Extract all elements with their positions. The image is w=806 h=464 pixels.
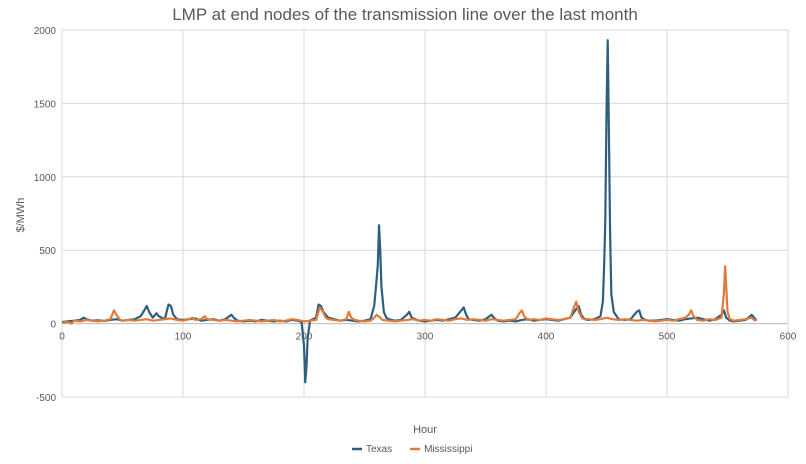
x-axis-title: Hour <box>413 424 437 436</box>
y-tick-label: 2000 <box>34 26 57 37</box>
x-tick-label: 600 <box>780 332 797 343</box>
y-tick-label: 500 <box>39 246 56 257</box>
y-tick-label: 1000 <box>34 173 57 184</box>
y-tick-label: 1500 <box>34 99 57 110</box>
series-line-mississippi <box>61 265 757 325</box>
y-tick-label: -500 <box>36 393 56 404</box>
series-line-texas <box>61 39 758 384</box>
x-tick-label: 500 <box>659 332 676 343</box>
x-tick-label: 100 <box>175 332 192 343</box>
legend-label-texas: Texas <box>366 444 392 455</box>
chart-title: LMP at end nodes of the transmission lin… <box>172 5 638 24</box>
x-tick-label: 400 <box>538 332 555 343</box>
y-axis-title: $/MWh <box>15 198 27 233</box>
x-tick-label: 0 <box>59 332 65 343</box>
x-tick-label: 300 <box>417 332 434 343</box>
legend-label-mississippi: Mississippi <box>424 444 472 455</box>
legend: Texas Mississippi <box>352 444 472 455</box>
y-tick-label: 0 <box>50 320 56 331</box>
